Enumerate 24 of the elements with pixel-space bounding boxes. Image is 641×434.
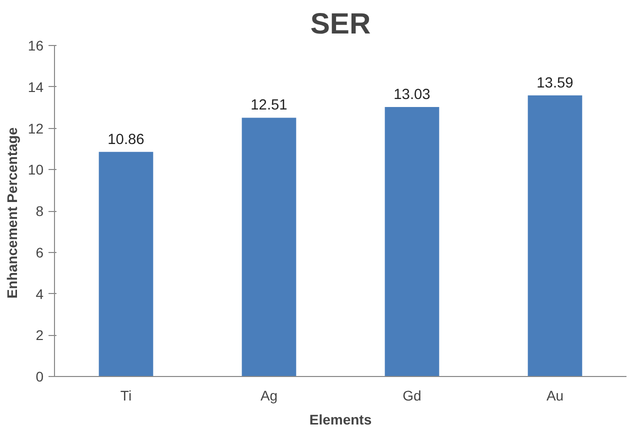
bar xyxy=(528,95,582,376)
y-tick-label: 6 xyxy=(36,244,44,260)
data-label: 10.86 xyxy=(108,132,144,148)
chart-title: SER xyxy=(310,8,371,40)
x-tick-label: Ti xyxy=(120,388,132,404)
bar xyxy=(98,152,154,376)
x-tick-label: Au xyxy=(546,388,564,404)
y-tick-label: 2 xyxy=(36,327,44,344)
y-tick-label: 12 xyxy=(28,120,44,136)
bar xyxy=(384,106,440,376)
y-tick-label: 10 xyxy=(28,162,44,178)
x-axis-title: Elements xyxy=(309,412,372,428)
y-axis-title: Enhancement Percentage xyxy=(4,127,20,299)
y-tick-label: 4 xyxy=(36,286,44,302)
data-label: 13.59 xyxy=(536,75,574,92)
bar xyxy=(242,118,296,376)
x-tick-label: Gd xyxy=(402,388,422,404)
data-label: 12.51 xyxy=(250,98,288,114)
x-tick-label: Ag xyxy=(260,388,278,404)
y-tick-label: 8 xyxy=(36,203,44,219)
y-tick-label: 16 xyxy=(28,38,44,54)
data-label: 13.03 xyxy=(394,86,430,103)
y-tick-label: 14 xyxy=(28,78,44,95)
y-tick-label: 0 xyxy=(36,368,44,384)
